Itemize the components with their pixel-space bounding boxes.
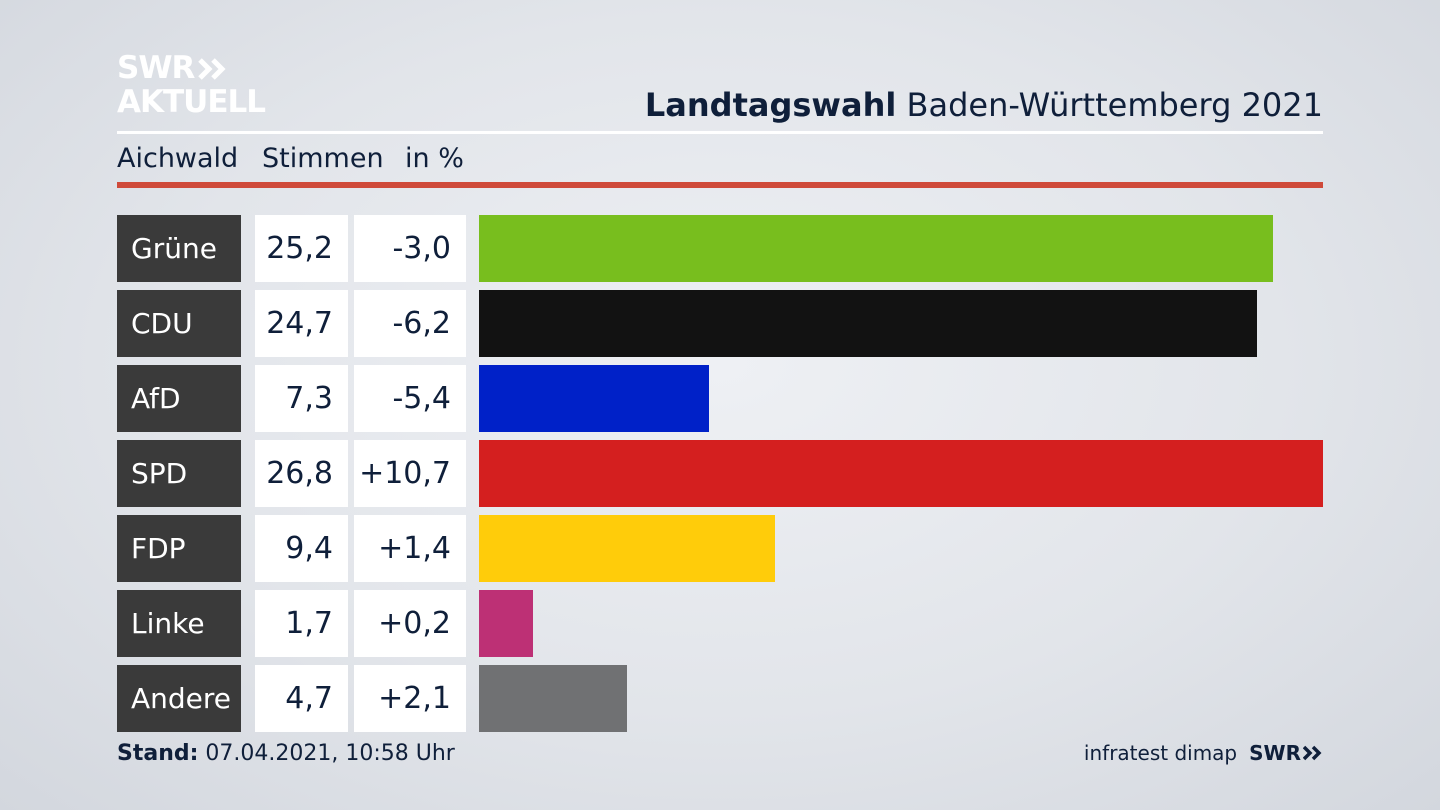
change-value: +0,2: [354, 590, 466, 657]
logo-line2: AKTUELL: [117, 84, 266, 120]
chart-row: FDP 9,4 +1,4: [117, 515, 1323, 582]
vote-share-value: 1,7: [255, 590, 348, 657]
swr-brand-text: SWR: [1249, 741, 1301, 765]
vote-share-value: 25,2: [255, 215, 348, 282]
bar: [479, 590, 533, 657]
bar: [479, 365, 709, 432]
stand-label: Stand:: [117, 741, 199, 766]
chart-row: Linke 1,7 +0,2: [117, 590, 1323, 657]
source-credit: infratest dimap SWR: [1084, 741, 1323, 765]
party-label: CDU: [117, 290, 241, 357]
party-label: FDP: [117, 515, 241, 582]
stand-value: 07.04.2021, 10:58 Uhr: [198, 741, 455, 766]
vote-share-value: 9,4: [255, 515, 348, 582]
change-value: +2,1: [354, 665, 466, 732]
page-title: Landtagswahl Baden-Württemberg 2021: [645, 86, 1323, 124]
party-label: SPD: [117, 440, 241, 507]
timestamp: Stand: 07.04.2021, 10:58 Uhr: [117, 741, 455, 766]
party-label: AfD: [117, 365, 241, 432]
swr-aktuell-logo: SWR AKTUELL: [117, 50, 266, 120]
bar: [479, 440, 1323, 507]
chart-row: Grüne 25,2 -3,0: [117, 215, 1323, 282]
change-value: +1,4: [354, 515, 466, 582]
change-value: -6,2: [354, 290, 466, 357]
double-chevron-icon: [1303, 745, 1322, 761]
chart-row: AfD 7,3 -5,4: [117, 365, 1323, 432]
party-label: Andere: [117, 665, 241, 732]
bar: [479, 665, 627, 732]
vote-share-value: 4,7: [255, 665, 348, 732]
double-chevron-icon: [198, 57, 226, 80]
institute-name: infratest dimap: [1083, 741, 1238, 765]
party-label: Grüne: [117, 215, 241, 282]
swr-brand: SWR: [1249, 741, 1323, 765]
bar: [479, 290, 1257, 357]
title-rest: Baden-Württemberg 2021: [896, 86, 1324, 124]
logo-line1: SWR: [117, 50, 195, 86]
column-header-votes: Stimmen: [262, 143, 384, 174]
header-divider: [117, 131, 1323, 134]
place-label: Aichwald: [117, 143, 239, 174]
bar: [479, 215, 1273, 282]
vote-share-value: 24,7: [255, 290, 348, 357]
change-value: -5,4: [354, 365, 466, 432]
vote-share-value: 26,8: [255, 440, 348, 507]
chart-row: SPD 26,8 +10,7: [117, 440, 1323, 507]
chart-row: CDU 24,7 -6,2: [117, 290, 1323, 357]
column-header-percent: in %: [405, 143, 464, 174]
change-value: -3,0: [354, 215, 466, 282]
party-label: Linke: [117, 590, 241, 657]
title-bold: Landtagswahl: [644, 86, 897, 124]
accent-divider: [117, 182, 1323, 188]
change-value: +10,7: [354, 440, 466, 507]
vote-share-value: 7,3: [255, 365, 348, 432]
bar: [479, 515, 775, 582]
chart-row: Andere 4,7 +2,1: [117, 665, 1323, 732]
